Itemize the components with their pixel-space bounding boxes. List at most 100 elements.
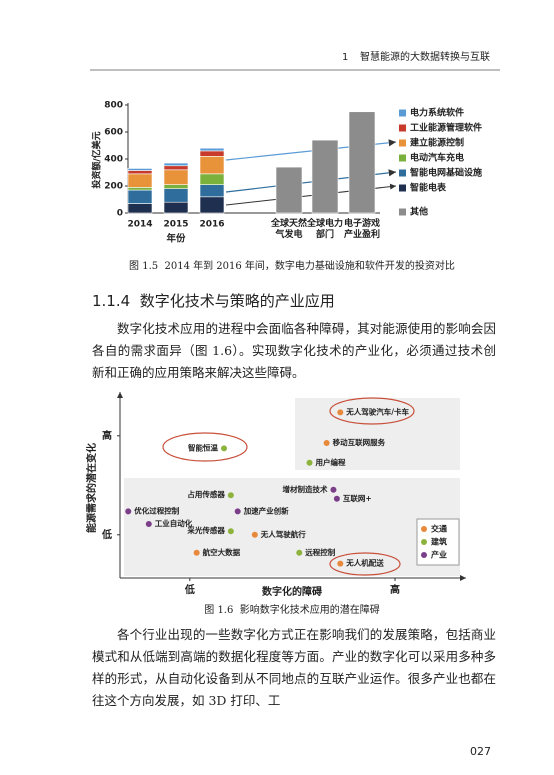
point-label: 增材制造技术 [282,484,327,494]
bar-segment [163,162,189,167]
figure-caption: 图 1.5 2014 年到 2016 年间，数字电力基础设施和软件开发的投资对比 [92,257,492,272]
legend-label: 智能电网基础设施 [410,167,482,179]
point [296,549,303,556]
bar-segment [199,196,225,214]
bar-segment [127,187,153,191]
x-tick-label: 全球天然气发电 [270,219,307,240]
point-label: 工业自动化 [155,518,193,528]
x-tick-label: 高 [390,583,400,596]
bar-segment [199,150,225,157]
highlight [162,432,248,462]
y-tick-label: 600 [104,128,123,138]
bar-segment [163,184,189,189]
point-label: 无人驾驶汽车/卡车 [345,406,409,416]
point-label: 加速产业创新 [243,505,289,515]
point-label: 航空大数据 [203,547,241,557]
legend-swatch [399,184,406,192]
bar-segment [163,169,189,185]
page-number: 027 [470,745,491,758]
point-label: 优化过程控制 [134,505,179,515]
point [145,521,152,527]
legend-swatch [399,169,406,177]
point [193,549,200,556]
legend-swatch [399,208,406,216]
legend-label: 交通 [431,524,447,534]
point-label: 占用传感器 [187,489,225,499]
point [227,492,234,499]
figure-number: 图 1.6 [204,605,234,616]
caption-text: 2014 年到 2016 年间，数字电力基础设施和软件开发的投资对比 [164,261,455,272]
y-tick-label: 低 [101,528,112,541]
x-axis-label: 数字化的障碍 [262,585,322,598]
legend-label: 建筑 [430,537,447,547]
x-tick-label: 低 [184,583,195,596]
point [337,560,344,567]
figure-number: 图 1.5 [129,261,159,272]
bar-segment [275,166,303,214]
legend-marker [421,539,427,545]
bar-segment [127,189,153,204]
legend-label: 其他 [410,206,428,218]
chapter-number: 1 [342,52,348,63]
point [125,508,132,515]
x-tick-label: 2016 [199,220,224,230]
x-tick-label: 2014 [127,220,152,230]
y-tick-label: 400 [104,155,123,165]
region [124,478,460,576]
legend-label: 电动汽车充电 [410,152,464,164]
caption-text: 影响数字化技术应用的潜在障碍 [239,605,380,616]
legend-swatch [399,124,406,132]
bar-segment [163,201,189,214]
legend-label: 电力系统软件 [410,107,464,119]
point [333,495,340,502]
bar-segment [163,165,189,171]
point-label: 采光传感器 [186,525,225,535]
x-tick-label: 全球电力部门 [306,219,343,240]
section-heading: 1.1.4 数字化技术与策略的产业应用 [92,290,335,311]
legend-swatch [399,154,406,162]
figure-caption: 图 1.6 影响数字化技术应用的潜在障碍 [92,601,492,616]
bar-segment [199,147,225,152]
legend-swatch [399,109,406,117]
bar-segment [199,184,225,198]
y-tick-label: 0 [117,209,123,219]
point [227,528,234,535]
bar-segment [127,173,153,188]
bar-segment [311,139,339,214]
bar-segment [127,170,153,175]
point [306,459,313,466]
legend-label: 产业 [431,550,447,560]
bar-segment [127,168,153,171]
y-tick-label: 800 [104,101,123,111]
legend-label: 工业能源管理软件 [410,122,482,134]
bar-segment [199,173,225,185]
header-title: 智慧能源的大数据转换与互联 [360,50,490,63]
point-label: 用户编程 [316,457,346,467]
bar-segment [348,111,376,214]
y-axis-label: 投资额/亿美元 [91,131,103,188]
y-axis-label: 能源需求的潜在变化 [85,443,98,533]
legend-marker [421,552,427,558]
point [337,409,344,416]
region [295,398,460,470]
bar-segment [127,203,153,214]
x-tick-label: 电子游戏产业盈利 [343,219,380,240]
point [330,486,337,493]
point-label: 无人机配送 [345,558,384,568]
section-title: 数字化技术与策略的产业应用 [139,292,335,310]
bar-segment [199,156,225,175]
point-label: 远程控制 [305,547,335,557]
legend-label: 建立能源控制 [410,137,464,149]
highlight [329,397,415,425]
paragraph: 各个行业出现的一些数字化方式正在影响我们的发展策略，包括商业模式和从低端到高端的… [92,627,496,708]
point [234,508,241,515]
y-tick-label: 高 [102,429,112,442]
legend-label: 智能电表 [410,182,447,194]
point-label: 智能恒温 [188,442,218,452]
point [251,531,258,538]
highlight [329,552,401,576]
x-axis-label: 年份 [166,233,186,245]
point-label: 无人驾驶航行 [260,529,306,539]
